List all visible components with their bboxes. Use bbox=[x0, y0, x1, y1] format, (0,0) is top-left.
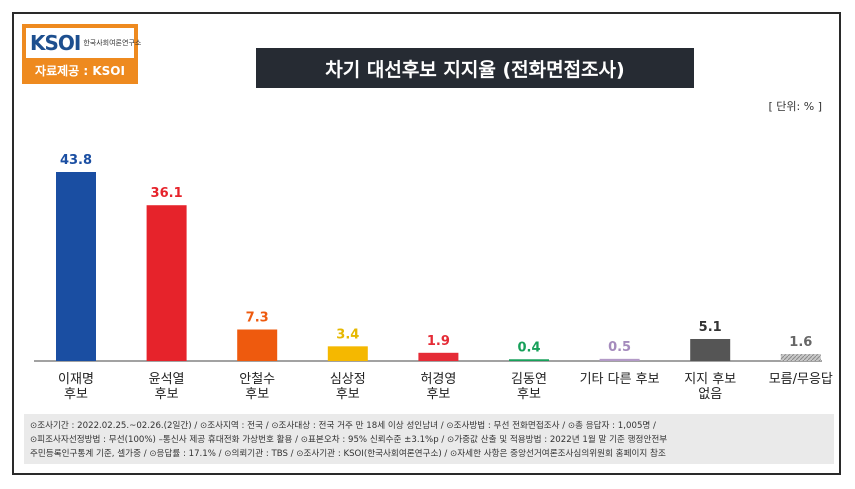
category-label: 지지 후보 bbox=[684, 372, 736, 387]
data-label: 7.3 bbox=[246, 311, 269, 326]
category-label: 김동연 bbox=[511, 372, 547, 387]
bar bbox=[599, 358, 640, 361]
data-label: 0.5 bbox=[608, 340, 631, 355]
category-label: 심상정 bbox=[330, 372, 366, 387]
footnote-line: 주민등록인구통계 기준, 셀가중 / ⊙응답률 : 17.1% / ⊙의뢰기관 … bbox=[30, 449, 666, 459]
category-label: 없음 bbox=[698, 387, 722, 402]
bar-chart: 43.8이재명후보36.1윤석열후보7.3안철수후보3.4심상정후보1.9허경영… bbox=[34, 153, 833, 402]
bar bbox=[418, 352, 459, 361]
category-label: 후보 bbox=[245, 387, 269, 402]
category-label: 이재명 bbox=[58, 372, 94, 387]
category-label: 후보 bbox=[517, 387, 541, 402]
data-label: 43.8 bbox=[60, 153, 92, 168]
data-label: 1.6 bbox=[789, 335, 812, 350]
category-label: 안철수 bbox=[239, 372, 275, 387]
footnote-line: ⊙피조사자선정방법 : 무선(100%) –통신사 제공 휴대전화 가상번호 활… bbox=[30, 435, 668, 445]
category-label: 기타 다른 후보 bbox=[580, 372, 660, 387]
chart-title: 차기 대선후보 지지율 (전화면접조사) bbox=[256, 48, 694, 88]
category-label: 허경영 bbox=[420, 372, 456, 387]
bar bbox=[327, 346, 368, 361]
footnote-line: ⊙조사기간 : 2022.02.25.~02.26.(2일간) / ⊙조사지역 … bbox=[30, 421, 656, 431]
category-label: 윤석열 bbox=[149, 372, 185, 387]
bar bbox=[509, 359, 549, 361]
category-label: 후보 bbox=[155, 387, 179, 402]
data-label: 0.4 bbox=[517, 340, 540, 355]
ksoi-logo: KSOI 한국사회여론연구소 bbox=[26, 28, 141, 58]
logo-subtitle: 한국사회여론연구소 bbox=[83, 39, 142, 47]
data-label: 5.1 bbox=[699, 320, 722, 335]
category-label: 후보 bbox=[426, 387, 450, 402]
unit-label: [ 단위: % ] bbox=[768, 100, 822, 113]
source-badge: KSOI 한국사회여론연구소 자료제공 : KSOI bbox=[22, 24, 141, 84]
bar bbox=[780, 354, 821, 361]
data-label: 1.9 bbox=[427, 334, 450, 349]
category-label: 모름/무응답 bbox=[769, 372, 833, 387]
bar bbox=[237, 329, 278, 361]
category-label: 후보 bbox=[336, 387, 360, 402]
logo-mark: KSOI bbox=[30, 31, 81, 55]
source-label: 자료제공 : KSOI bbox=[35, 64, 125, 78]
bar bbox=[56, 172, 96, 361]
data-label: 36.1 bbox=[151, 186, 183, 201]
data-label: 3.4 bbox=[336, 327, 359, 342]
survey-footnote: ⊙조사기간 : 2022.02.25.~02.26.(2일간) / ⊙조사지역 … bbox=[24, 414, 834, 464]
category-label: 후보 bbox=[64, 387, 88, 402]
bar bbox=[146, 205, 187, 361]
bar bbox=[690, 338, 731, 361]
